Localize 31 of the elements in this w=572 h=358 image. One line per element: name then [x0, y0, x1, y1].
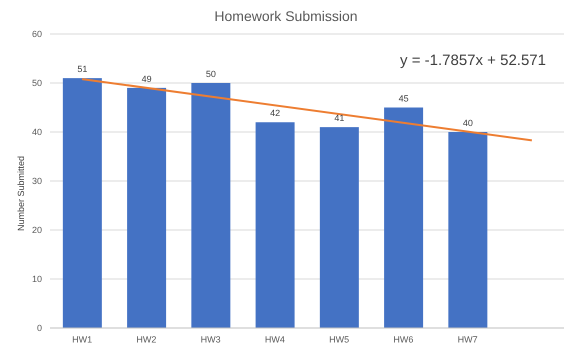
bar [448, 132, 488, 328]
x-tick-label: HW1 [72, 334, 92, 344]
y-tick-label: 50 [32, 78, 42, 88]
annotation: y = -1.7857x + 52.571 [400, 52, 546, 69]
data-label: 40 [462, 118, 473, 128]
bar [127, 88, 166, 328]
data-label: 41 [334, 113, 344, 124]
x-tick-label: HW5 [329, 334, 350, 344]
x-tick-label: HW4 [264, 334, 285, 344]
bar [191, 83, 230, 328]
data-label: 51 [77, 64, 88, 74]
y-tick-label: 20 [32, 225, 42, 236]
data-label: 45 [398, 94, 409, 104]
x-tick-label: HW6 [393, 334, 414, 344]
bar [320, 127, 359, 328]
data-label: 49 [142, 74, 152, 84]
y-tick-label: 30 [32, 176, 42, 186]
y-tick-label: 0 [36, 323, 42, 334]
bar [62, 78, 102, 328]
data-label: 42 [270, 108, 280, 118]
x-tick-label: HW7 [458, 334, 478, 344]
chart-title: Homework Submission [213, 8, 359, 24]
bar [256, 122, 295, 328]
y-tick-label: 40 [32, 127, 42, 138]
y-tick-label: 10 [32, 274, 42, 284]
y-tick-label: 60 [32, 29, 42, 40]
bar [384, 108, 424, 328]
x-tick-label: HW2 [136, 334, 156, 344]
y-axis-title: Number Submitted [16, 156, 26, 231]
x-tick-label: HW3 [200, 334, 221, 344]
data-label: 50 [206, 69, 216, 79]
